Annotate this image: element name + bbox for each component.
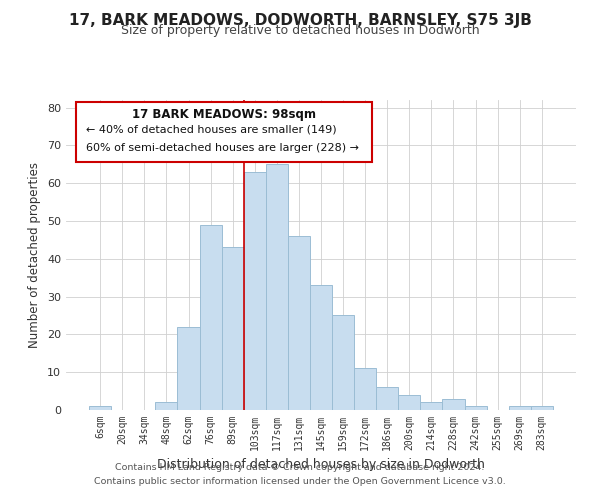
Bar [266,164,288,410]
Text: 17 BARK MEADOWS: 98sqm: 17 BARK MEADOWS: 98sqm [132,108,316,120]
Bar [244,172,266,410]
Text: Size of property relative to detached houses in Dodworth: Size of property relative to detached ho… [121,24,479,37]
Bar [310,285,332,410]
Text: 17, BARK MEADOWS, DODWORTH, BARNSLEY, S75 3JB: 17, BARK MEADOWS, DODWORTH, BARNSLEY, S7… [68,12,532,28]
Bar [398,395,421,410]
Bar [288,236,310,410]
Text: Contains public sector information licensed under the Open Government Licence v3: Contains public sector information licen… [94,477,506,486]
Bar [509,406,531,410]
Bar [221,248,244,410]
X-axis label: Distribution of detached houses by size in Dodworth: Distribution of detached houses by size … [157,458,485,471]
Bar [376,388,398,410]
FancyBboxPatch shape [76,102,372,162]
Text: Contains HM Land Registry data © Crown copyright and database right 2024.: Contains HM Land Registry data © Crown c… [115,464,485,472]
Text: 60% of semi-detached houses are larger (228) →: 60% of semi-detached houses are larger (… [86,144,359,154]
Bar [155,402,178,410]
Bar [442,398,464,410]
Bar [200,225,221,410]
Y-axis label: Number of detached properties: Number of detached properties [28,162,41,348]
Bar [89,406,111,410]
Bar [531,406,553,410]
Bar [354,368,376,410]
Bar [421,402,442,410]
Bar [464,406,487,410]
Bar [332,316,354,410]
Text: ← 40% of detached houses are smaller (149): ← 40% of detached houses are smaller (14… [86,125,337,135]
Bar [178,327,200,410]
